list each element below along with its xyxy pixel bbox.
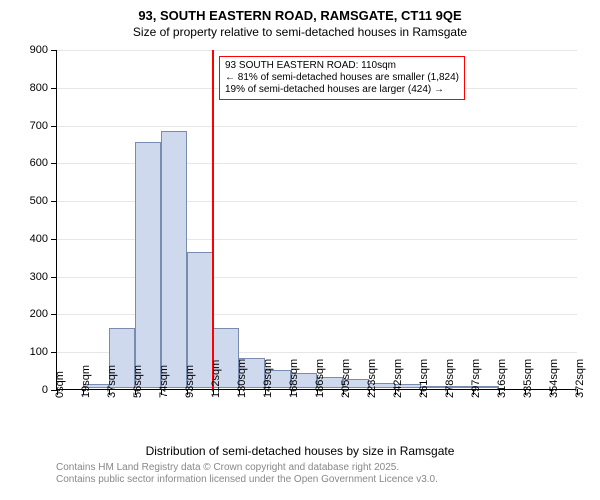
y-tick bbox=[51, 352, 57, 353]
x-tick-label: 37sqm bbox=[106, 365, 118, 398]
x-tick-label: 93sqm bbox=[184, 365, 196, 398]
y-tick-label: 400 bbox=[30, 233, 48, 245]
x-tick-label: 205sqm bbox=[340, 359, 352, 398]
y-tick bbox=[51, 50, 57, 51]
footer-line-2: Contains public sector information licen… bbox=[56, 474, 438, 486]
y-tick-label: 0 bbox=[42, 384, 48, 396]
x-tick-label: 74sqm bbox=[158, 365, 170, 398]
y-tick bbox=[51, 126, 57, 127]
x-tick-label: 149sqm bbox=[262, 359, 274, 398]
y-tick-label: 200 bbox=[30, 308, 48, 320]
y-tick bbox=[51, 314, 57, 315]
y-tick-label: 700 bbox=[30, 120, 48, 132]
x-tick-label: 354sqm bbox=[548, 359, 560, 398]
x-tick-label: 130sqm bbox=[236, 359, 248, 398]
annotation-header: 93 SOUTH EASTERN ROAD: 110sqm bbox=[225, 60, 459, 72]
x-tick-label: 56sqm bbox=[132, 365, 144, 398]
plot-region: 93 SOUTH EASTERN ROAD: 110sqm← 81% of se… bbox=[56, 50, 576, 390]
annotation-line: 19% of semi-detached houses are larger (… bbox=[225, 84, 459, 96]
marker-line bbox=[212, 50, 214, 389]
y-tick-label: 300 bbox=[30, 271, 48, 283]
x-tick-label: 278sqm bbox=[444, 359, 456, 398]
x-axis-label: Distribution of semi-detached houses by … bbox=[0, 444, 600, 458]
x-tick-label: 168sqm bbox=[288, 359, 300, 398]
x-tick-label: 19sqm bbox=[80, 365, 92, 398]
x-tick-label: 112sqm bbox=[210, 360, 222, 398]
footer-line-1: Contains HM Land Registry data © Crown c… bbox=[56, 462, 438, 474]
y-tick bbox=[51, 239, 57, 240]
y-tick bbox=[51, 163, 57, 164]
histogram-bar bbox=[161, 131, 187, 388]
y-tick bbox=[51, 88, 57, 89]
x-tick-label: 316sqm bbox=[496, 359, 508, 398]
chart-area: 93 SOUTH EASTERN ROAD: 110sqm← 81% of se… bbox=[56, 50, 576, 390]
y-tick-label: 100 bbox=[30, 346, 48, 358]
x-tick-label: 297sqm bbox=[470, 359, 482, 398]
gridline bbox=[57, 50, 577, 51]
y-tick-label: 900 bbox=[30, 44, 48, 56]
x-tick-label: 261sqm bbox=[418, 359, 430, 398]
chart-title: 93, SOUTH EASTERN ROAD, RAMSGATE, CT11 9… bbox=[0, 8, 600, 23]
x-tick-label: 223sqm bbox=[366, 359, 378, 398]
x-tick-label: 242sqm bbox=[392, 359, 404, 398]
x-tick-label: 372sqm bbox=[574, 359, 586, 398]
x-tick-label: 0sqm bbox=[54, 371, 66, 398]
chart-title-block: 93, SOUTH EASTERN ROAD, RAMSGATE, CT11 9… bbox=[0, 0, 600, 39]
y-tick-label: 800 bbox=[30, 82, 48, 94]
footer-attribution: Contains HM Land Registry data © Crown c… bbox=[56, 462, 438, 486]
y-tick bbox=[51, 277, 57, 278]
y-tick bbox=[51, 201, 57, 202]
annotation-box: 93 SOUTH EASTERN ROAD: 110sqm← 81% of se… bbox=[219, 56, 465, 100]
x-tick-label: 335sqm bbox=[522, 359, 534, 398]
chart-subtitle: Size of property relative to semi-detach… bbox=[0, 25, 600, 39]
histogram-bar bbox=[135, 142, 161, 388]
x-tick-label: 186sqm bbox=[314, 359, 326, 398]
y-tick-label: 600 bbox=[30, 157, 48, 169]
gridline bbox=[57, 126, 577, 127]
annotation-line: ← 81% of semi-detached houses are smalle… bbox=[225, 72, 459, 84]
y-tick-label: 500 bbox=[30, 195, 48, 207]
